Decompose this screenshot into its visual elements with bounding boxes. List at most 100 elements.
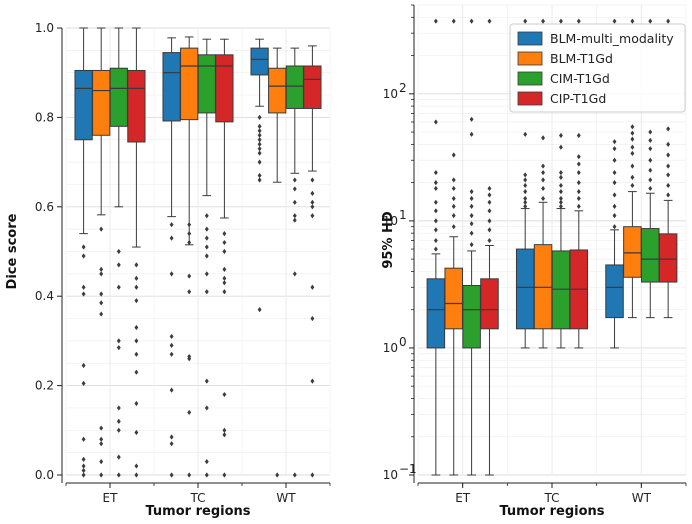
outlier-point	[576, 195, 581, 202]
outlier-point	[666, 18, 671, 24]
outlier-point	[666, 141, 671, 147]
outlier-point	[81, 456, 86, 462]
y-tick-label: 10	[383, 341, 398, 355]
outlier-point	[612, 224, 617, 230]
outlier-point	[541, 18, 546, 24]
outlier-point	[469, 195, 474, 202]
outlier-point	[558, 144, 563, 150]
outlier-point	[257, 146, 262, 152]
outlier-point	[169, 222, 174, 228]
outlier-point	[257, 132, 262, 138]
outlier-point	[292, 177, 297, 183]
y-tick-label: 0.0	[35, 468, 54, 482]
legend-swatch	[517, 71, 543, 86]
outlier-point	[558, 203, 563, 209]
outlier-point	[433, 237, 438, 244]
iqr-box	[623, 226, 642, 278]
outlier-point	[169, 351, 174, 357]
outlier-point	[134, 369, 139, 375]
outlier-point	[99, 266, 104, 272]
outlier-point	[433, 208, 438, 214]
outlier-point	[487, 237, 492, 244]
outlier-point	[222, 472, 227, 478]
iqr-box	[215, 54, 234, 123]
box-BLM-T1Gd-WT	[268, 47, 287, 478]
outlier-point	[99, 472, 104, 478]
outlier-point	[222, 275, 227, 281]
outlier-point	[630, 18, 635, 24]
outlier-point	[310, 315, 315, 322]
outlier-point	[469, 203, 474, 209]
outlier-point	[204, 458, 209, 465]
box-BLM-multi_modality-WT	[250, 38, 269, 313]
outlier-point	[558, 132, 563, 139]
outlier-point	[222, 248, 227, 255]
outlier-point	[116, 248, 121, 255]
outlier-point	[487, 208, 492, 214]
outlier-point	[541, 195, 546, 202]
outlier-point	[576, 161, 581, 167]
outlier-point	[648, 137, 653, 143]
outlier-point	[558, 199, 563, 205]
outlier-point	[541, 169, 546, 176]
outlier-point	[523, 182, 528, 189]
outlier-point	[134, 400, 139, 407]
outlier-point	[523, 195, 528, 202]
legend-label: BLM-T1Gd	[550, 51, 613, 66]
iqr-box	[180, 47, 199, 121]
outlier-point	[310, 199, 315, 205]
outlier-point	[81, 380, 86, 386]
outlier-point	[541, 177, 546, 183]
box-CIP-T1Gd-WT	[658, 18, 678, 319]
outlier-point	[222, 231, 227, 237]
legend-swatch	[517, 51, 543, 66]
outlier-point	[292, 271, 297, 277]
outlier-point	[630, 182, 635, 189]
outlier-point	[204, 226, 209, 232]
outlier-point	[204, 271, 209, 277]
outlier-point	[169, 235, 174, 241]
outlier-point	[666, 182, 671, 189]
outlier-point	[576, 132, 581, 139]
legend-label: BLM-multi_modality	[550, 31, 674, 46]
y-tick-label: 0.6	[35, 200, 54, 214]
x-tick-label: WT	[632, 491, 652, 505]
outlier-point	[257, 172, 262, 179]
outlier-point	[576, 18, 581, 24]
outlier-point	[222, 280, 227, 286]
box-BLM-multi_modality-TC	[162, 37, 181, 478]
y-tick-label: 0.8	[35, 110, 54, 124]
box-CIP-T1Gd-WT	[303, 45, 322, 478]
outlier-point	[187, 273, 192, 279]
iqr-box	[268, 67, 287, 114]
outlier-point	[451, 203, 456, 209]
outlier-point	[81, 291, 86, 297]
outlier-point	[99, 311, 104, 317]
outlier-point	[523, 18, 528, 24]
iqr-box	[92, 69, 111, 136]
outlier-point	[116, 418, 121, 424]
y-tick-exponent: 0	[399, 335, 407, 349]
outlier-point	[204, 244, 209, 250]
outlier-point	[204, 289, 209, 295]
outlier-point	[558, 169, 563, 176]
outlier-point	[187, 231, 192, 237]
outlier-point	[169, 342, 174, 348]
boxes	[426, 18, 678, 476]
outlier-point	[187, 239, 192, 246]
outlier-point	[81, 472, 86, 478]
outlier-point	[99, 226, 104, 232]
y-tick-label: 10	[383, 87, 398, 101]
outlier-point	[222, 289, 227, 295]
iqr-box	[109, 67, 128, 127]
outlier-point	[99, 271, 104, 277]
outlier-point	[433, 119, 438, 125]
outlier-point	[612, 139, 617, 145]
y-axis-title: Dice score	[5, 213, 20, 289]
outlier-point	[487, 18, 492, 24]
outlier-point	[666, 163, 671, 169]
outlier-point	[576, 154, 581, 160]
outlier-point	[310, 177, 315, 183]
outlier-point	[169, 333, 174, 340]
